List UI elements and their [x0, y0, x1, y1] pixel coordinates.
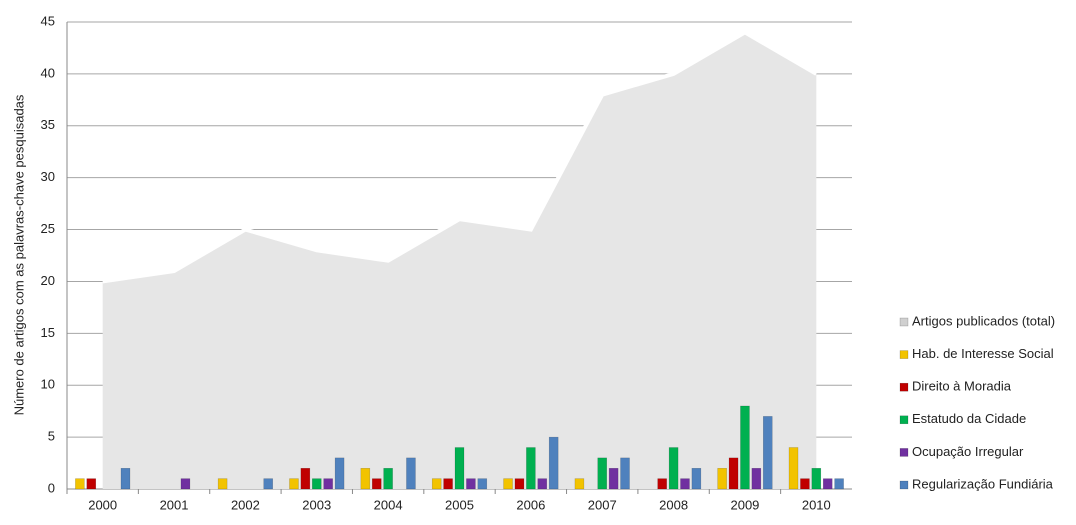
y-tick-label: 15 — [41, 325, 55, 340]
bar — [371, 478, 382, 490]
x-tick-label: 2001 — [160, 497, 189, 512]
bar — [668, 447, 679, 490]
x-tick-label: 2004 — [374, 497, 403, 512]
bar — [537, 478, 548, 490]
area-line — [102, 30, 818, 284]
bar — [691, 467, 702, 490]
legend-label: Hab. de Interesse Social — [912, 346, 1054, 361]
bar — [526, 447, 536, 490]
y-tick-label: 5 — [48, 429, 55, 444]
bar — [822, 478, 833, 490]
bar — [217, 478, 228, 490]
y-tick-label: 20 — [41, 273, 55, 288]
bar — [514, 478, 525, 490]
bar — [503, 478, 513, 490]
y-tick-label: 40 — [41, 65, 55, 80]
x-tick-label: 2002 — [231, 497, 260, 512]
bar — [300, 467, 311, 490]
bar — [800, 478, 810, 490]
bar — [312, 478, 322, 490]
y-axis-label: Número de artigos com as palavras-chave … — [11, 94, 26, 415]
bar — [431, 478, 442, 490]
bar — [763, 416, 773, 490]
bar — [657, 478, 667, 490]
bar — [360, 467, 371, 490]
legend-label: Estatudo da Cidade — [912, 411, 1026, 426]
bar — [751, 467, 762, 490]
bar — [263, 478, 273, 490]
bar — [717, 467, 727, 490]
bar — [120, 467, 131, 490]
x-tick-label: 2009 — [730, 497, 759, 512]
y-tick-label: 30 — [41, 169, 55, 184]
bar — [811, 467, 822, 490]
legend-swatch — [899, 415, 909, 425]
y-tick-label: 10 — [41, 377, 55, 392]
bar — [597, 457, 607, 490]
bar — [740, 405, 750, 490]
bar — [406, 457, 416, 490]
bar — [334, 457, 345, 490]
legend-swatch — [899, 382, 909, 392]
x-tick-label: 2005 — [445, 497, 474, 512]
y-tick-label: 25 — [41, 221, 55, 236]
legend-label: Ocupação Irregular — [912, 444, 1024, 459]
bar — [443, 478, 453, 490]
bar — [477, 478, 488, 490]
x-tick-label: 2007 — [588, 497, 617, 512]
bar — [75, 478, 85, 490]
bar — [728, 457, 739, 490]
bar — [620, 457, 630, 490]
x-tick-label: 2000 — [88, 497, 117, 512]
bar — [574, 478, 585, 490]
x-tick-label: 2003 — [302, 497, 331, 512]
legend-label: Regularização Fundiária — [912, 476, 1054, 491]
y-tick-label: 0 — [48, 480, 55, 495]
y-tick-label: 45 — [41, 13, 55, 28]
bar — [383, 467, 393, 490]
bar — [680, 478, 690, 490]
bar — [466, 478, 476, 490]
legend-swatch — [899, 448, 909, 457]
bar — [323, 478, 333, 490]
bar — [788, 447, 799, 490]
legend-swatch — [899, 317, 909, 327]
legend-swatch — [899, 480, 909, 490]
bar — [608, 467, 619, 490]
x-tick-label: 2008 — [659, 497, 688, 512]
bar — [548, 436, 559, 490]
legend-swatch — [899, 350, 909, 359]
bar — [454, 447, 465, 490]
y-tick-label: 35 — [41, 117, 55, 132]
x-tick-label: 2006 — [516, 497, 545, 512]
bar — [834, 478, 844, 490]
bar — [86, 478, 97, 490]
bar — [180, 478, 191, 490]
legend-label: Direito à Moradia — [912, 379, 1012, 394]
area-fill — [102, 32, 817, 489]
bar — [289, 478, 299, 490]
legend-label: Artigos publicados (total) — [912, 313, 1055, 328]
x-tick-label: 2010 — [802, 497, 831, 512]
